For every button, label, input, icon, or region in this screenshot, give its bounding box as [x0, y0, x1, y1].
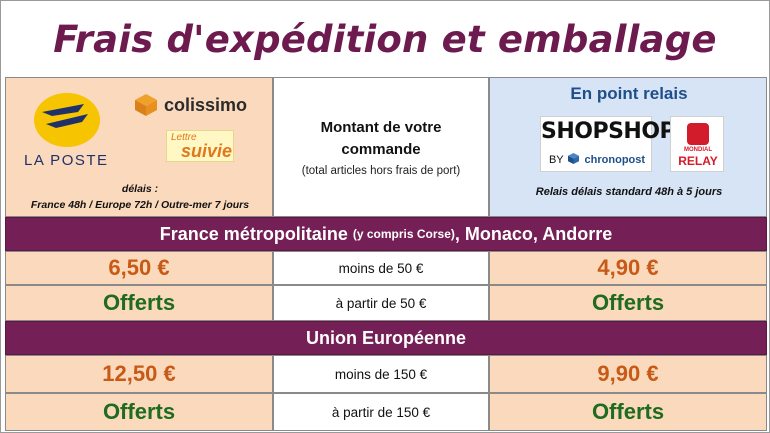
shipping-table: LA POSTE colissimo Lettre suivie délais … — [5, 77, 767, 431]
section-title-small: (y compris Corse) — [352, 227, 455, 241]
price-value: 4,90 € — [597, 255, 659, 280]
price-value: 6,50 € — [108, 255, 170, 280]
chronopost-cube-icon — [568, 153, 580, 164]
laposte-delais: délais : France 48h / Europe 72h / Outre… — [6, 181, 274, 213]
order-amount-line1: Montant de votre — [320, 119, 442, 136]
shopshop-label: SHOPSHOP — [541, 119, 676, 144]
relay-header-cell: En point relais SHOPSHOP BY chronopost M… — [489, 77, 767, 217]
table-cell-threshold: moins de 50 € — [273, 251, 489, 285]
section-title-main: France métropolitaine — [159, 223, 348, 244]
price-value: 9,90 € — [597, 361, 659, 386]
colissimo-box-icon — [135, 94, 157, 116]
table-cell-laposte: Offerts — [5, 393, 273, 431]
table-cell-threshold: à partir de 150 € — [273, 393, 489, 431]
threshold-text: à partir de 50 € — [335, 295, 427, 311]
mondial-label: MONDIAL — [684, 147, 712, 153]
section-title-main: Union Européenne — [305, 327, 466, 348]
table-cell-laposte: 12,50 € — [5, 355, 273, 393]
order-amount-header-cell: Montant de votre commande (total article… — [273, 77, 489, 217]
laposte-logo-icon — [34, 93, 100, 147]
section-title-rest: , Monaco, Andorre — [454, 223, 613, 244]
table-cell-relay: 9,90 € — [489, 355, 767, 393]
table-cell-laposte: Offerts — [5, 285, 273, 321]
laposte-label: LA POSTE — [24, 152, 109, 169]
delais-title: délais : — [121, 183, 159, 195]
table-cell-relay: 4,90 € — [489, 251, 767, 285]
order-amount-subtext: (total articles hors frais de port) — [301, 165, 461, 177]
page-title: Frais d'expédition et emballage — [53, 17, 717, 61]
relay-delais: Relais délais standard 48h à 5 jours — [535, 186, 723, 198]
section-band-ue: Union Européenne — [5, 321, 767, 355]
laposte-header-cell: LA POSTE colissimo Lettre suivie délais … — [5, 77, 273, 217]
relay-label: RELAY — [678, 154, 718, 168]
table-cell-relay: Offerts — [489, 285, 767, 321]
shopshop-logo: SHOPSHOP BY chronopost — [540, 116, 676, 172]
chronopost-line: BY chronopost — [541, 153, 653, 166]
lettre-suivie-logo: Lettre suivie — [166, 130, 234, 162]
mondial-relay-logo: MONDIAL RELAY — [670, 116, 724, 172]
threshold-text: moins de 150 € — [334, 366, 428, 382]
table-cell-laposte: 6,50 € — [5, 251, 273, 285]
mondial-relay-logo-icon — [687, 123, 709, 145]
order-amount-line2: commande — [341, 141, 421, 158]
price-value: 12,50 € — [102, 361, 176, 386]
offer-value: Offerts — [591, 399, 665, 424]
delais-text: France 48h / Europe 72h / Outre-mer 7 jo… — [30, 199, 250, 211]
offer-value: Offerts — [591, 290, 665, 315]
relay-title: En point relais — [570, 84, 688, 103]
lettre-label: Lettre — [171, 132, 197, 143]
suivie-label: suivie — [181, 141, 233, 161]
by-label: BY — [548, 154, 564, 166]
laposte-logo: LA POSTE — [18, 86, 118, 178]
offer-value: Offerts — [102, 399, 176, 424]
section-band-france: France métropolitaine (y compris Corse),… — [5, 217, 767, 251]
chronopost-label: chronopost — [584, 154, 646, 166]
table-cell-threshold: moins de 150 € — [273, 355, 489, 393]
table-cell-relay: Offerts — [489, 393, 767, 431]
threshold-text: à partir de 150 € — [331, 404, 431, 420]
offer-value: Offerts — [102, 290, 176, 315]
threshold-text: moins de 50 € — [338, 260, 424, 276]
table-cell-threshold: à partir de 50 € — [273, 285, 489, 321]
colissimo-logo: colissimo — [134, 92, 247, 118]
colissimo-label: colissimo — [164, 94, 248, 115]
